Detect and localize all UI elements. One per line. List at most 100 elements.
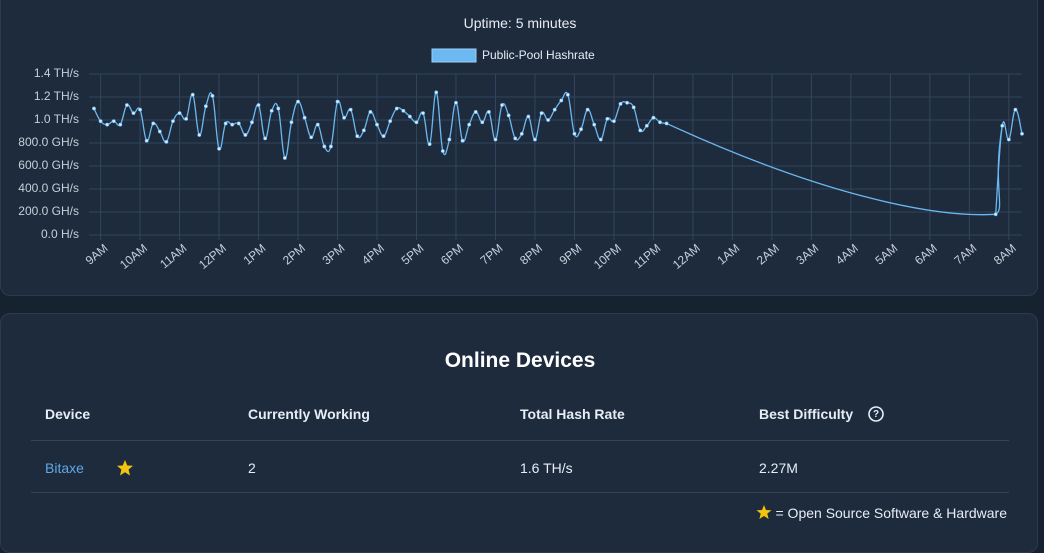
data-point [1020,131,1024,136]
x-tick-label: 11AM [157,241,189,271]
data-point [256,103,261,107]
data-point [454,100,458,105]
data-point [598,137,603,142]
column-header: Currently Working [248,406,370,422]
device-link[interactable]: Bitaxe [45,460,84,476]
data-point [131,111,136,116]
data-point [289,120,294,125]
x-tick-label: 12AM [670,241,703,272]
data-point [631,105,636,110]
data-point [302,115,307,120]
data-point [552,107,557,112]
data-point [322,144,327,149]
data-point [269,108,274,113]
data-point [513,136,518,141]
data-point [1000,123,1005,128]
data-point [447,137,452,142]
y-tick-label: 0.0 H/s [41,227,79,241]
data-point [1006,137,1011,142]
x-tick-label: 1AM [714,241,742,268]
x-tick-label: 10AM [117,241,150,272]
data-point [177,111,182,116]
data-point [500,103,504,107]
cell: 2.27M [759,460,798,476]
x-tick-label: 11PM [631,241,663,271]
y-tick-label: 1.0 TH/s [34,112,79,126]
data-point [171,119,175,124]
x-tick-label: 2AM [754,241,782,268]
data-point [361,128,366,133]
data-point [612,119,616,124]
data-point [585,107,590,112]
data-point [184,116,189,121]
data-point [368,110,373,114]
y-tick-label: 1.2 TH/s [34,89,79,103]
cell: 1.6 TH/s [520,460,573,476]
devices-panel: Online Devices Device Currently Working … [0,313,1038,553]
data-point [414,120,419,125]
y-tick-label: 400.0 GH/s [18,181,79,195]
chart: 0.0 H/s 200.0 GH/s 400.0 GH/s 600.0 GH/s 800… [18,48,1024,272]
x-tick-label: 8AM [991,241,1019,268]
data-point [210,93,215,98]
devices-title: Online Devices [444,349,596,372]
data-point [263,136,268,141]
data-point [440,149,445,153]
data-point [473,110,478,114]
gap-bridge [666,122,1003,216]
data-point [125,103,129,107]
data-point [579,127,583,132]
uptime: Uptime: 5 minutes [463,15,577,31]
line-series [93,91,667,159]
legend-label: Public-Pool Hashrate [482,48,595,62]
data-point [342,115,346,120]
data-point [296,99,300,104]
data-point [335,99,340,104]
column-header: Device [45,406,91,422]
data-point [506,113,511,118]
data-point [486,110,491,114]
x-tick-label: 8PM [517,241,545,268]
y-tick-label: 200.0 GH/s [18,204,79,218]
column-header: Total Hash Rate [520,406,625,422]
data-point [92,106,96,111]
data-point [381,134,386,139]
data-point [572,131,577,136]
x-tick-label: 3PM [320,241,348,268]
data-point [565,92,570,97]
data-point [434,90,439,95]
data-point [315,122,320,127]
data-point [282,156,287,160]
legend: Public-Pool Hashrate [431,48,595,63]
data-point [638,128,643,133]
data-point [618,102,623,106]
x-tick-label: 2PM [280,241,308,268]
cell: 2 [248,460,256,476]
data-point [651,115,656,120]
data-point [355,134,360,139]
x-tick-label: 6PM [438,241,466,268]
x-tick-label: 3AM [793,241,821,268]
data-point [230,122,235,127]
data-point [644,123,649,128]
data-point [203,104,208,109]
data-point [460,138,465,143]
data-point [144,138,149,143]
footnote: = Open Source Software & Hardware [756,504,1007,521]
data-point [401,108,406,113]
row-divider [31,440,1009,441]
y-tick-label: 1.4 TH/s [34,66,79,80]
data-point [138,107,142,112]
help-icon[interactable]: ? [867,405,885,423]
data-point [592,122,597,127]
data-point [394,106,399,111]
data-point [98,119,103,124]
data-point [427,142,432,147]
x-tick-label: 7PM [478,241,506,268]
legend-swatch [431,48,477,63]
data-point [111,119,116,124]
svg-text:?: ? [873,409,879,420]
footnote-text: = Open Source Software & Hardware [775,505,1007,521]
data-point [157,129,162,134]
